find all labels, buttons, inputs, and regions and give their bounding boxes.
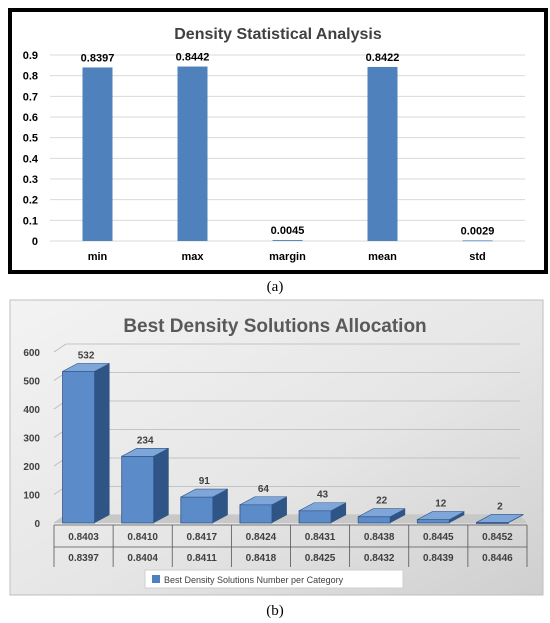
chart-a-ytick-label: 0.3 xyxy=(23,174,38,186)
chart-b-data-label: 532 xyxy=(78,350,95,361)
chart-b-bar-top-0.8417 xyxy=(180,488,228,498)
chart-b-category-upper: 0.8424 xyxy=(246,532,277,543)
chart-b-bar-0.8431 xyxy=(298,510,332,524)
chart-b-floor xyxy=(54,515,527,523)
chart-a-xtick-label: max xyxy=(181,251,204,263)
chart-a-data-label: 0.8397 xyxy=(81,52,115,64)
chart-b-bar-top-0.8410 xyxy=(121,448,169,457)
chart-b-bar-side-0.8424 xyxy=(271,496,287,523)
chart-a-data-label: 0.0029 xyxy=(461,225,495,237)
chart-b-category-lower: 0.8425 xyxy=(305,553,336,564)
chart-a-data-label: 0.8422 xyxy=(366,52,400,64)
chart-a-ytick-label: 0.2 xyxy=(23,195,38,207)
chart-a-ytick-label: 0 xyxy=(32,236,38,248)
legend-label: Best Density Solutions Number per Catego… xyxy=(164,575,344,585)
chart-b-category-lower: 0.8439 xyxy=(423,553,454,564)
chart-b-category-lower: 0.8432 xyxy=(364,553,395,564)
chart-b-ytick-label: 400 xyxy=(23,405,40,416)
chart-b-bar-0.8438 xyxy=(357,516,391,524)
chart-b-data-label: 12 xyxy=(435,499,447,510)
chart-a-bar-margin xyxy=(272,240,303,241)
chart-a-ytick-label: 0.5 xyxy=(23,133,38,145)
chart-b-ytick-label: 300 xyxy=(23,434,40,445)
chart-b-bar-top-0.8403 xyxy=(62,363,110,372)
chart-a-ytick-label: 0.4 xyxy=(23,153,39,165)
chart-a-xtick-label: std xyxy=(469,251,486,263)
chart-b-ytick-label: 600 xyxy=(23,348,40,359)
chart-b-bar-side-0.8431 xyxy=(331,502,347,523)
chart-a-bar-mean xyxy=(367,66,398,241)
chart-b-data-label: 22 xyxy=(376,496,388,507)
chart-a-xtick-label: mean xyxy=(368,251,397,263)
legend-swatch xyxy=(152,575,160,583)
chart-a-ytick-label: 0.1 xyxy=(23,215,38,227)
chart-a-title: Density Statistical Analysis xyxy=(174,26,382,43)
chart-b-category-lower: 0.8404 xyxy=(127,553,158,564)
density-statistical-analysis-chart: Density Statistical Analysis 0 0.1 0.2 0.3 0… xyxy=(8,8,548,274)
chart-b-category-upper: 0.8445 xyxy=(423,532,454,543)
chart-b-bar-side-0.8417 xyxy=(212,489,228,523)
chart-b-bar-side-0.8438 xyxy=(390,508,406,523)
chart-a-xtick-label: margin xyxy=(269,251,306,263)
best-density-solutions-chart: Best Density Solutions Allocation 010020… xyxy=(9,299,544,596)
chart-b-category-lower: 0.8446 xyxy=(482,553,513,564)
chart-b-category-lower: 0.8397 xyxy=(68,553,99,564)
chart-b-category-lower: 0.8418 xyxy=(246,553,277,564)
chart-b-bar-top-0.8445 xyxy=(417,511,465,520)
chart-b-bar-0.8410 xyxy=(121,455,155,524)
chart-b-bar-0.8417 xyxy=(180,496,214,524)
chart-b-category-upper: 0.8410 xyxy=(127,532,158,543)
chart-b-data-label: 2 xyxy=(497,501,503,512)
chart-b-bar-0.8445 xyxy=(416,519,450,524)
legend-box xyxy=(144,569,404,589)
chart-b-data-label: 43 xyxy=(317,490,329,501)
chart-b-category-lower: 0.8411 xyxy=(187,553,217,564)
chart-b-bar-0.8424 xyxy=(239,504,273,524)
chart-b-category-upper: 0.8431 xyxy=(305,532,336,543)
chart-b-data-label: 64 xyxy=(258,484,270,495)
chart-b-category-upper: 0.8452 xyxy=(482,532,513,543)
chart-b-bar-top-0.8438 xyxy=(358,508,406,518)
chart-b-ytick-label: 100 xyxy=(23,491,40,502)
chart-a-bar-max xyxy=(177,66,208,241)
chart-b-bar-top-0.8452 xyxy=(476,514,524,523)
chart-b-category-upper: 0.8403 xyxy=(68,532,99,543)
chart-b-bar-side-0.8410 xyxy=(153,448,169,523)
chart-b-gridline xyxy=(53,343,520,353)
chart-b-data-label: 234 xyxy=(137,435,154,446)
chart-b-title: Best Density Solutions Allocation xyxy=(123,316,426,337)
chart-b-bar-top-0.8424 xyxy=(239,496,288,506)
chart-b-category-upper: 0.8438 xyxy=(364,532,395,543)
chart-a-data-label: 0.0045 xyxy=(271,225,305,237)
chart-a-bar-min xyxy=(82,67,113,241)
chart-a-ytick-label: 0.6 xyxy=(23,112,38,124)
chart-a-data-label: 0.8442 xyxy=(176,52,210,64)
chart-a-ytick-label: 0.7 xyxy=(23,91,38,103)
caption-a: (a) xyxy=(266,279,284,295)
chart-b-bar-side-0.8445 xyxy=(449,511,465,523)
chart-b-ytick-label: 200 xyxy=(23,462,40,473)
chart-b-ytick-label: 500 xyxy=(23,377,40,388)
chart-b-data-label: 91 xyxy=(199,476,211,487)
chart-b-category-upper: 0.8417 xyxy=(187,532,218,543)
chart-b-bar-0.8403 xyxy=(62,370,95,524)
chart-a-bar-std xyxy=(462,240,493,242)
chart-b-bar-side-0.8403 xyxy=(94,363,110,523)
chart-a-xtick-label: min xyxy=(88,251,108,263)
chart-b-ytick-label: 0 xyxy=(34,519,40,530)
caption-b: (b) xyxy=(266,603,284,619)
chart-b-bar-top-0.8431 xyxy=(298,502,347,512)
chart-a-ytick-label: 0.8 xyxy=(23,71,38,83)
chart-a-ytick-label: 0.9 xyxy=(23,50,38,62)
